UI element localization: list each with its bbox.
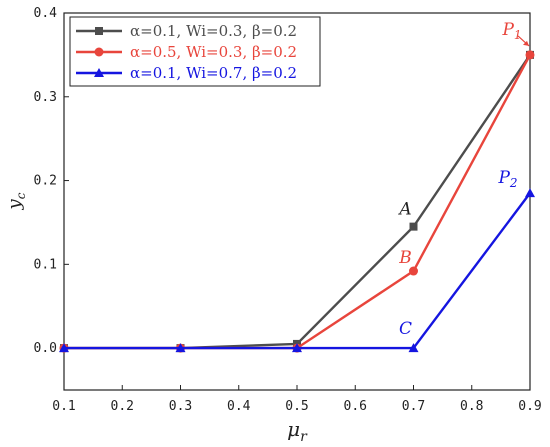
- data-point: [408, 343, 419, 353]
- legend-entry-1: α=0.1, Wi=0.3, β=0.2: [130, 22, 297, 40]
- legend-marker: [94, 47, 104, 57]
- x-tick-label: 0.7: [402, 399, 425, 414]
- annotation-p1: P1: [501, 20, 521, 42]
- data-point: [175, 343, 186, 353]
- legend-entry-2: α=0.5, Wi=0.3, β=0.2: [130, 43, 297, 61]
- x-tick-label: 0.4: [227, 399, 251, 414]
- data-point: [525, 50, 535, 60]
- legend-marker: [94, 68, 104, 77]
- legend: α=0.1, Wi=0.3, β=0.2 α=0.5, Wi=0.3, β=0.2…: [69, 16, 321, 87]
- annotation-p2: P2: [497, 168, 517, 190]
- annotation-arrowhead: [523, 40, 529, 46]
- series-3: [59, 188, 535, 353]
- y-tick-label: 0.3: [34, 90, 57, 105]
- annotation-a: A: [397, 200, 411, 220]
- axis-ticks: 0.1 0.2 0.3 0.4 0.5 0.6 0.7 0.8 0.9 0.0 0.1 0.2 0.3 0…: [34, 6, 542, 414]
- x-tick-label: 0.8: [460, 399, 483, 414]
- annotation-c: C: [399, 319, 412, 339]
- data-point: [59, 343, 69, 353]
- x-tick-label: 0.6: [344, 399, 367, 414]
- legend-entry-3: α=0.1, Wi=0.7, β=0.2: [130, 64, 297, 82]
- x-tick-label: 0.5: [285, 399, 308, 414]
- y-axis-title: yc: [4, 192, 28, 210]
- data-point: [409, 222, 418, 231]
- series-line-2: [64, 54, 532, 350]
- data-point: [409, 266, 418, 276]
- series-line-3: [64, 192, 531, 350]
- series-2: [59, 50, 535, 353]
- x-tick-label: 0.1: [52, 399, 75, 414]
- x-tick-label: 0.3: [169, 399, 192, 414]
- y-tick-label: 0.2: [34, 174, 57, 189]
- y-tick-label: 0.0: [34, 341, 57, 356]
- data-point: [525, 188, 535, 198]
- y-tick-label: 0.4: [34, 6, 58, 21]
- x-tick-label: 0.2: [111, 399, 134, 414]
- series-line-1: [64, 54, 531, 350]
- y-tick-label: 0.1: [34, 257, 57, 272]
- point-annotations: A B C P1 P2: [397, 20, 530, 339]
- annotation-b: B: [398, 248, 412, 268]
- legend-marker: [95, 27, 103, 35]
- data-point: [292, 343, 302, 353]
- x-axis-title: μr: [287, 417, 308, 445]
- axis-titles: μr yc: [4, 192, 308, 445]
- data-series: [59, 50, 535, 353]
- x-tick-label: 0.9: [518, 399, 541, 414]
- series-1: [60, 50, 534, 353]
